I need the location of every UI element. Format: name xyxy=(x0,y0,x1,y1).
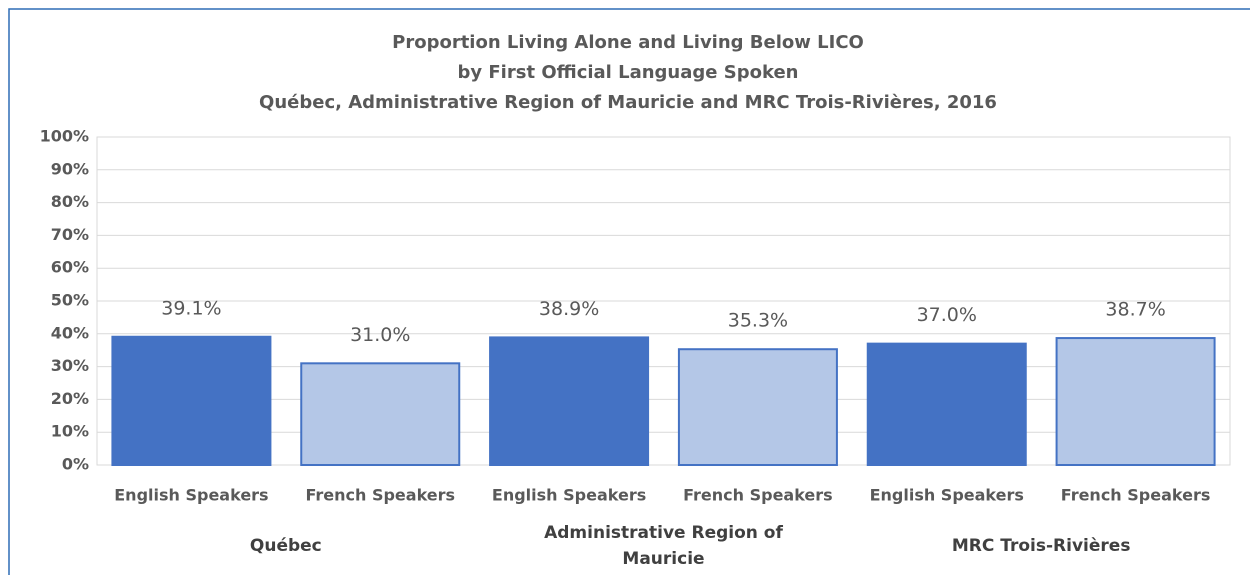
data-label: 38.7% xyxy=(1105,299,1165,321)
y-tick-label: 100% xyxy=(40,127,89,146)
x-tick-label: English Speakers xyxy=(114,486,268,505)
y-tick-label: 90% xyxy=(51,159,89,178)
data-label: 37.0% xyxy=(917,304,977,326)
group-label: Administrative Region of Mauricie xyxy=(544,523,783,569)
data-label: 39.1% xyxy=(161,297,221,319)
bar xyxy=(1055,337,1216,466)
x-tick-label: English Speakers xyxy=(492,486,646,505)
chart-title: Québec, Administrative Region of Maurici… xyxy=(259,92,997,113)
x-tick-label: French Speakers xyxy=(305,486,455,505)
bar xyxy=(677,348,838,466)
y-tick-label: 80% xyxy=(51,192,89,211)
group-label: Québec xyxy=(249,536,322,556)
x-tick-label: English Speakers xyxy=(870,486,1024,505)
data-label: 35.3% xyxy=(728,310,788,332)
y-tick-label: 40% xyxy=(51,323,89,342)
bar xyxy=(300,362,461,467)
y-tick-label: 0% xyxy=(62,455,89,474)
data-label: 38.9% xyxy=(539,298,599,320)
chart-title: Proportion Living Alone and Living Below… xyxy=(392,32,864,53)
x-tick-label: French Speakers xyxy=(1061,486,1211,505)
y-tick-label: 30% xyxy=(51,356,89,375)
group-label: MRC Trois-Rivières xyxy=(951,536,1131,556)
chart-title: by First Official Language Spoken xyxy=(458,62,799,83)
y-tick-label: 70% xyxy=(51,225,89,244)
frame xyxy=(8,8,1250,575)
bar xyxy=(489,336,650,466)
y-tick-label: 20% xyxy=(51,389,89,408)
bar xyxy=(111,335,272,467)
y-tick-label: 10% xyxy=(51,422,89,441)
data-label: 31.0% xyxy=(350,324,410,346)
bar xyxy=(866,342,1027,467)
x-tick-label: French Speakers xyxy=(683,486,833,505)
y-tick-label: 60% xyxy=(51,258,89,277)
y-tick-label: 50% xyxy=(51,291,89,310)
